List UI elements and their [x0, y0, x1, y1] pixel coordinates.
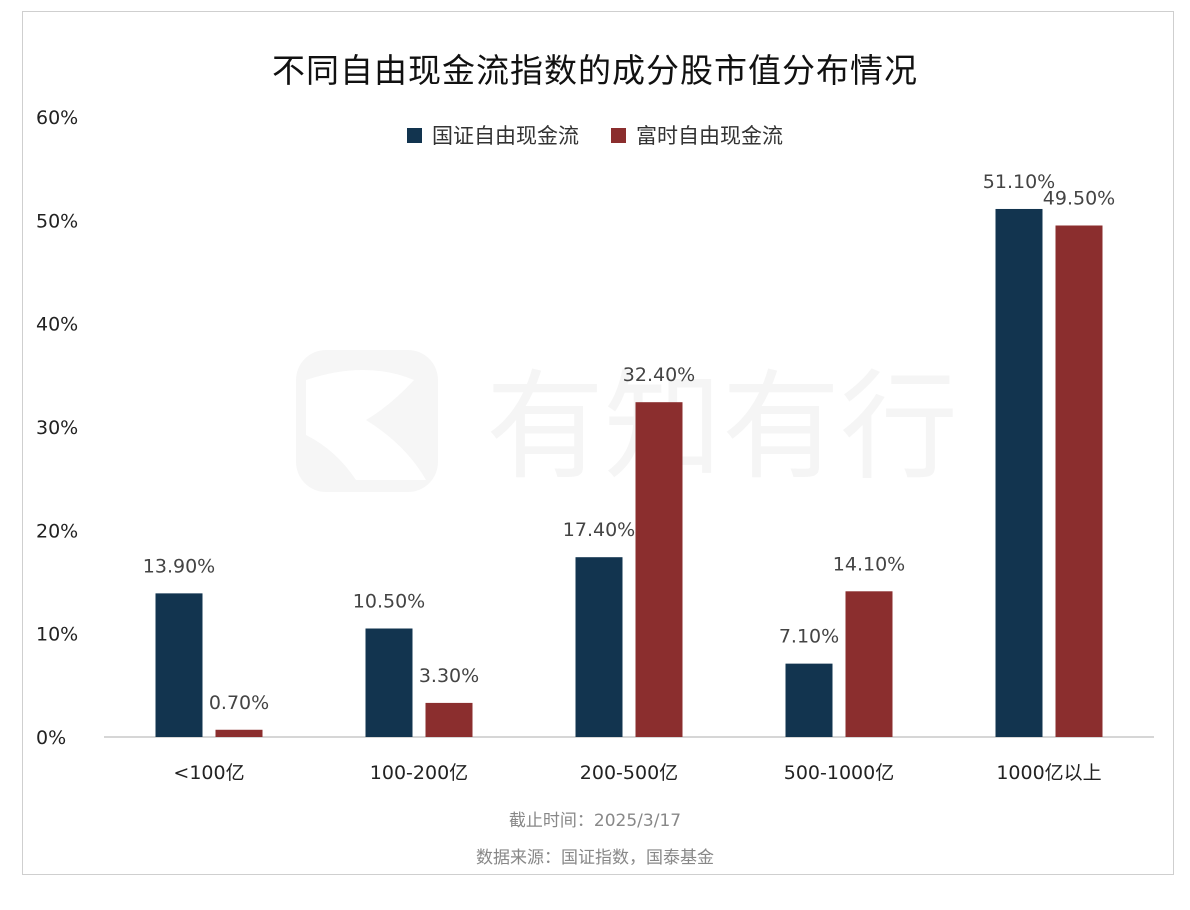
x-tick-label: 200-500亿: [580, 762, 678, 784]
source-note: 数据来源：国证指数，国泰基金: [476, 848, 714, 868]
bar-guozheng: [995, 208, 1043, 737]
legend-item-fushi: 富时自由现金流: [611, 120, 783, 150]
y-tick-label: 50%: [36, 210, 78, 232]
bar-fushi: [215, 729, 263, 737]
x-tick-label: <100亿: [173, 762, 244, 784]
data-label: 49.50%: [1043, 188, 1115, 210]
watermark-text: 有知有行: [486, 358, 958, 495]
x-tick-label: 1000亿以上: [996, 762, 1101, 784]
data-label: 10.50%: [353, 591, 425, 613]
data-label: 3.30%: [419, 665, 479, 687]
y-tick-label: 30%: [36, 417, 78, 439]
y-tick-label: 20%: [36, 520, 78, 542]
bar-fushi: [845, 591, 893, 737]
data-label: 14.10%: [833, 553, 905, 575]
y-tick-label: 0%: [36, 727, 66, 749]
legend-item-guozheng: 国证自由现金流: [407, 120, 579, 150]
bar-guozheng: [155, 593, 203, 737]
watermark-logo: 有知有行: [296, 350, 1016, 495]
watermark-graphic: 有知有行: [296, 350, 958, 495]
bar-guozheng: [575, 557, 623, 737]
data-label: 51.10%: [983, 171, 1055, 193]
data-label: 17.40%: [563, 519, 635, 541]
bar-fushi: [635, 402, 683, 737]
bar-fushi: [425, 702, 473, 737]
bar-guozheng: [785, 663, 833, 737]
data-label: 7.10%: [779, 626, 839, 648]
date-note: 截止时间：2025/3/17: [508, 811, 682, 831]
chart-title: 不同自由现金流指数的成分股市值分布情况: [272, 51, 918, 90]
legend-swatch-fushi: [611, 127, 626, 143]
y-tick-label: 60%: [36, 107, 78, 129]
data-label: 13.90%: [143, 555, 215, 577]
bar-fushi: [1055, 225, 1103, 737]
legend-label-fushi: 富时自由现金流: [636, 124, 783, 148]
bar-guozheng: [365, 628, 413, 737]
data-label: 32.40%: [623, 364, 695, 386]
legend-swatch-guozheng: [407, 127, 422, 143]
legend-label-guozheng: 国证自由现金流: [432, 124, 579, 148]
y-tick-label: 10%: [36, 624, 78, 646]
data-label: 0.70%: [209, 692, 269, 714]
x-tick-label: 100-200亿: [370, 762, 468, 784]
y-tick-label: 40%: [36, 314, 78, 336]
legend: 国证自由现金流 富时自由现金流: [0, 120, 1190, 150]
x-tick-label: 500-1000亿: [784, 762, 894, 784]
